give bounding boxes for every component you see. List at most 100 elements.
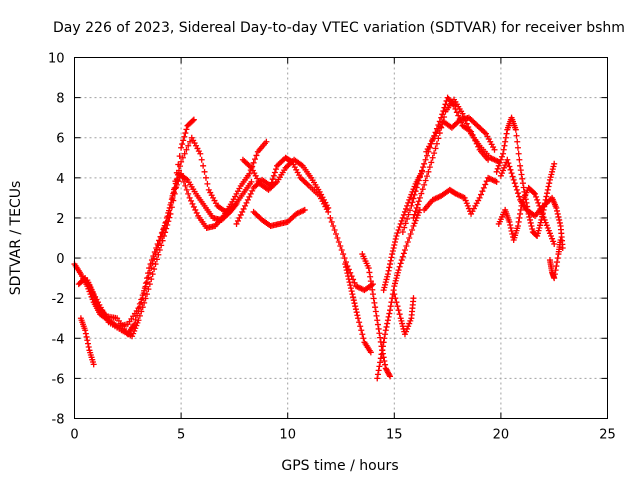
data-point xyxy=(357,323,364,330)
data-point xyxy=(345,276,352,283)
data-point xyxy=(372,304,379,311)
data-point xyxy=(142,295,149,302)
data-point xyxy=(167,210,174,217)
data-point xyxy=(185,142,192,149)
data-point xyxy=(388,254,395,261)
data-point xyxy=(270,172,277,179)
data-point xyxy=(453,109,460,116)
data-point xyxy=(381,335,388,342)
data-point xyxy=(130,330,137,337)
data-point xyxy=(90,361,97,368)
data-point xyxy=(175,178,182,185)
data-point xyxy=(162,229,169,236)
data-point xyxy=(544,224,551,231)
data-point xyxy=(391,291,398,298)
data-point xyxy=(163,225,170,232)
data-point xyxy=(356,319,363,326)
data-point xyxy=(478,191,485,198)
series-track-q xyxy=(423,114,498,155)
data-point xyxy=(342,264,349,271)
x-tick-label: 20 xyxy=(493,428,510,443)
data-point xyxy=(249,187,256,194)
data-point xyxy=(168,196,175,203)
series-track-t xyxy=(495,184,558,248)
data-point xyxy=(415,177,422,184)
data-point xyxy=(335,239,342,246)
data-point xyxy=(392,236,399,243)
data-point xyxy=(145,270,152,277)
data-point xyxy=(399,320,406,327)
data-point xyxy=(381,358,388,365)
data-point xyxy=(234,217,241,224)
data-point xyxy=(532,190,539,197)
data-point xyxy=(433,140,440,147)
data-point xyxy=(179,154,186,161)
data-point xyxy=(527,216,534,223)
data-point xyxy=(382,279,389,286)
data-point xyxy=(387,373,394,380)
data-point xyxy=(352,303,359,310)
data-point xyxy=(406,196,413,203)
series-track-o xyxy=(399,94,492,235)
data-point xyxy=(512,126,519,133)
data-point xyxy=(359,331,366,338)
data-point xyxy=(516,214,523,221)
data-point xyxy=(549,235,556,242)
data-point xyxy=(391,242,398,249)
data-point xyxy=(391,283,398,290)
data-point xyxy=(547,174,554,181)
data-point xyxy=(83,333,90,340)
data-point xyxy=(535,199,542,206)
data-point xyxy=(536,222,543,229)
data-point xyxy=(166,207,173,214)
data-point xyxy=(421,160,428,167)
data-point xyxy=(526,213,533,220)
axis-ticks: 0 5 10 15 20 25 -8 -6 -4 -2 0 2 4 6 8 10 xyxy=(48,52,616,443)
data-point xyxy=(409,188,416,195)
data-point xyxy=(233,220,240,227)
data-point xyxy=(546,176,553,183)
data-point xyxy=(381,284,388,291)
data-point xyxy=(186,138,193,145)
data-point xyxy=(385,313,392,320)
data-point xyxy=(497,156,504,163)
data-point xyxy=(546,180,553,187)
data-point xyxy=(182,182,189,189)
data-point xyxy=(353,309,360,316)
data-point xyxy=(263,138,270,145)
data-point xyxy=(396,311,403,318)
data-point xyxy=(159,237,166,244)
data-point xyxy=(389,248,396,255)
data-point xyxy=(528,222,535,229)
data-point xyxy=(253,152,260,159)
data-point xyxy=(367,278,374,285)
data-point xyxy=(414,180,421,187)
data-point xyxy=(382,281,389,288)
data-point xyxy=(544,190,551,197)
data-point xyxy=(508,170,515,177)
data-point xyxy=(421,181,428,188)
data-point xyxy=(350,297,357,304)
data-point xyxy=(377,359,384,366)
data-point xyxy=(375,325,382,332)
data-point xyxy=(415,209,422,216)
data-point xyxy=(551,271,558,278)
data-point xyxy=(497,172,504,179)
data-point xyxy=(347,282,354,289)
data-point xyxy=(553,263,560,270)
data-point xyxy=(248,178,255,185)
data-point xyxy=(354,312,361,319)
data-point xyxy=(498,170,505,177)
data-point xyxy=(374,375,381,382)
data-point xyxy=(406,320,413,327)
data-point xyxy=(193,209,200,216)
data-point xyxy=(145,286,152,293)
data-point xyxy=(178,144,185,151)
data-point xyxy=(139,304,146,311)
data-point xyxy=(150,253,157,260)
data-point xyxy=(397,260,404,267)
data-point xyxy=(464,202,471,209)
data-point xyxy=(509,173,516,180)
data-point xyxy=(546,230,553,237)
data-point xyxy=(543,193,550,200)
